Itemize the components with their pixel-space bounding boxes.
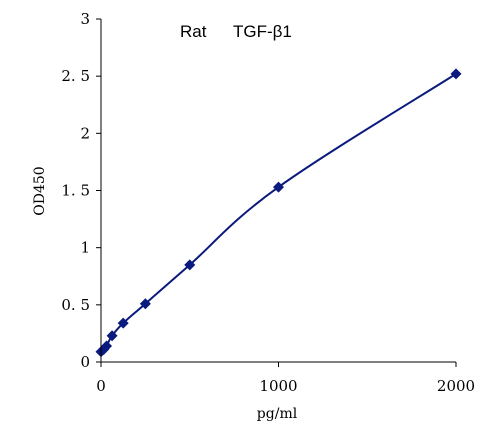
data-point-marker [139, 298, 151, 310]
y-axis-title: OD450 [32, 166, 48, 215]
x-tick-label: 1000 [259, 377, 297, 395]
axis-ticks: 0 0. 5 1 1. 5 2 2. 5 3 0 1000 2000 [61, 10, 475, 395]
data-point-marker [450, 68, 462, 80]
x-axis-title: pg/ml [257, 406, 298, 422]
y-tick-label: 2. 5 [61, 67, 90, 85]
y-tick-label: 2 [80, 124, 90, 142]
data-point-marker [106, 330, 118, 342]
plot-area [95, 68, 462, 358]
chart-title-species: Rat [180, 22, 207, 41]
y-tick-label: 3 [80, 10, 90, 28]
y-tick-label: 0. 5 [61, 296, 90, 314]
x-tick-label: 2000 [437, 377, 475, 395]
y-tick-label: 0 [80, 353, 90, 371]
series-line [100, 73, 457, 353]
y-tick-label: 1. 5 [61, 182, 90, 200]
chart-title-analyte: TGF-β1 [233, 22, 292, 41]
data-point-marker [184, 259, 196, 271]
data-point-marker [101, 340, 113, 352]
x-tick-label: 0 [96, 377, 106, 395]
data-point-marker [117, 317, 129, 329]
data-point-marker [273, 181, 284, 193]
y-tick-label: 1 [80, 239, 90, 257]
